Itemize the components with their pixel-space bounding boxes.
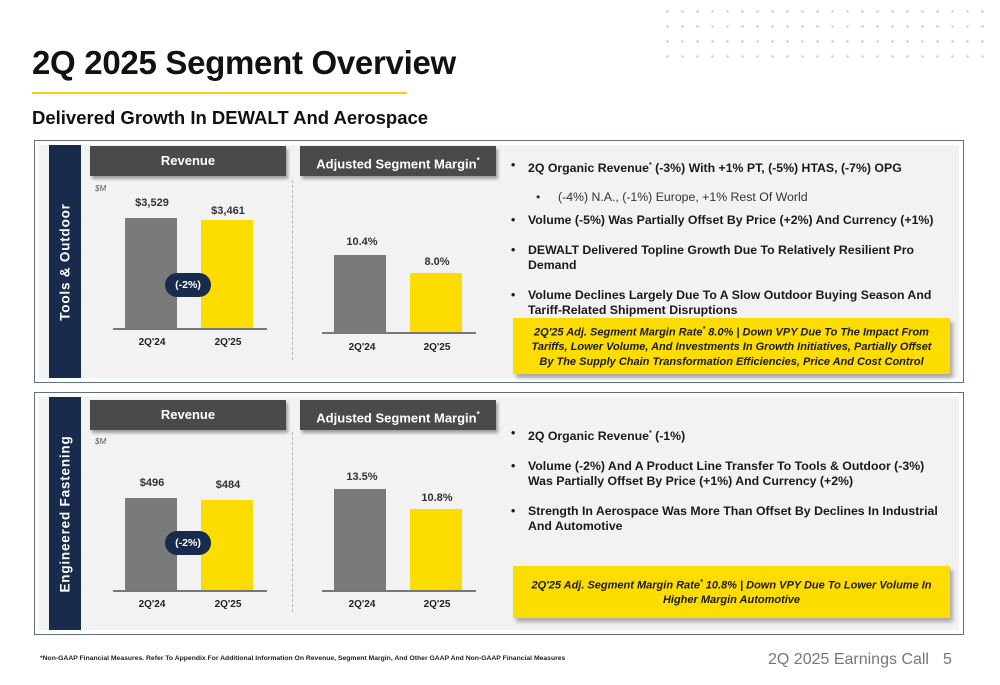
tick-label: 2Q'25: [423, 599, 451, 610]
non-gaap-mark: *: [702, 325, 706, 333]
non-gaap-mark: *: [648, 162, 652, 169]
bullet-item: 2Q Organic Revenue* (-1%): [510, 426, 950, 445]
margin-bar-2q25: [410, 509, 462, 590]
margin-chart-header: Adjusted Segment Margin*: [300, 146, 496, 176]
bullet-item: Volume Declines Largely Due To A Slow Ou…: [510, 288, 950, 319]
revenue-chart-header: Revenue: [90, 400, 286, 430]
revenue-axis: [113, 590, 267, 592]
bullet-text: (-1%): [651, 429, 686, 444]
callout-text: 2Q'25 Adj. Segment Margin Rate: [534, 326, 703, 339]
decorative-dot-grid: [660, 4, 990, 66]
tick-label: 2Q'24: [348, 342, 376, 353]
segment-bullets: 2Q Organic Revenue* (-3%) With +1% PT, (…: [510, 158, 950, 319]
footnote: *Non-GAAP Financial Measures. Refer To A…: [40, 655, 566, 662]
data-label: 10.4%: [346, 236, 378, 248]
margin-bar-2q25: [410, 272, 462, 332]
margin-bar-2q24: [334, 255, 386, 332]
revenue-change-badge: (-2%): [165, 273, 211, 297]
bullet-item: Strength In Aerospace Was More Than Offs…: [510, 504, 950, 535]
tick-label: 2Q'25: [214, 337, 242, 348]
margin-header-label: Adjusted Segment Margin: [316, 156, 477, 172]
margin-bar-2q24: [334, 489, 386, 590]
sub-bullet-item: (-4%) N.A., (-1%) Europe, +1% Rest Of Wo…: [510, 190, 950, 206]
revenue-unit: $M: [95, 437, 107, 446]
non-gaap-mark: *: [476, 156, 480, 165]
margin-callout: 2Q'25 Adj. Segment Margin Rate* 10.8% | …: [513, 566, 950, 618]
title-underline: [32, 92, 407, 94]
data-label: $3,461: [211, 205, 245, 217]
revenue-axis: [113, 328, 267, 330]
revenue-bar-2q25: [201, 220, 253, 328]
margin-axis: [322, 332, 476, 334]
data-label: $484: [215, 479, 241, 491]
non-gaap-mark: *: [476, 410, 480, 419]
bullet-text: 2Q Organic Revenue: [528, 429, 649, 444]
revenue-chart-header: Revenue: [90, 146, 286, 176]
tick-label: 2Q'25: [214, 599, 242, 610]
tick-label: 2Q'24: [348, 599, 376, 610]
non-gaap-mark: *: [648, 430, 652, 437]
data-label: 13.5%: [346, 471, 378, 483]
data-label: 10.8%: [421, 492, 453, 504]
bullet-text: 2Q Organic Revenue: [528, 161, 649, 176]
tick-label: 2Q'25: [423, 342, 451, 353]
callout-text: 10.8% | Down VPY Due To Lower Volume In …: [662, 579, 932, 607]
revenue-unit: $M: [95, 184, 107, 193]
revenue-change-badge: (-2%): [165, 531, 211, 555]
chart-divider: [292, 432, 293, 612]
bullet-text: (-3%) With +1% PT, (-5%) HTAS, (-7%) OPG: [651, 161, 902, 176]
callout-text: 2Q'25 Adj. Segment Margin Rate: [531, 579, 700, 592]
footer-event-title: 2Q 2025 Earnings Call: [768, 651, 929, 668]
margin-header-label: Adjusted Segment Margin: [316, 410, 477, 426]
data-label: $3,529: [135, 197, 169, 209]
tick-label: 2Q'24: [138, 599, 166, 610]
bullet-item: Volume (-2%) And A Product Line Transfer…: [510, 459, 950, 490]
callout-text: 8.0% | Down VPY Due To The Impact From T…: [531, 326, 932, 368]
data-label: 8.0%: [424, 256, 450, 268]
segment-tab: Tools & Outdoor: [49, 145, 81, 378]
margin-callout: 2Q'25 Adj. Segment Margin Rate* 8.0% | D…: [513, 318, 950, 374]
bullet-item: 2Q Organic Revenue* (-3%) With +1% PT, (…: [510, 158, 950, 177]
bullet-item: Volume (-5%) Was Partially Offset By Pri…: [510, 213, 950, 229]
page-subtitle: Delivered Growth In DEWALT And Aerospace: [32, 107, 429, 128]
segment-bullets: 2Q Organic Revenue* (-1%) Volume (-2%) A…: [510, 426, 950, 535]
margin-chart-header: Adjusted Segment Margin*: [300, 400, 496, 430]
page-title: 2Q 2025 Segment Overview: [32, 44, 456, 81]
segment-name: Tools & Outdoor: [57, 202, 73, 321]
non-gaap-mark: *: [699, 579, 703, 587]
margin-axis: [322, 590, 476, 592]
bullet-item: DEWALT Delivered Topline Growth Due To R…: [510, 243, 950, 274]
data-label: $496: [139, 477, 165, 489]
tick-label: 2Q'24: [138, 337, 166, 348]
page-number: 5: [943, 651, 952, 668]
segment-name: Engineered Fastening: [57, 434, 73, 593]
segment-tab: Engineered Fastening: [49, 397, 81, 630]
revenue-bar-2q24: [125, 218, 177, 328]
chart-divider: [292, 180, 293, 360]
